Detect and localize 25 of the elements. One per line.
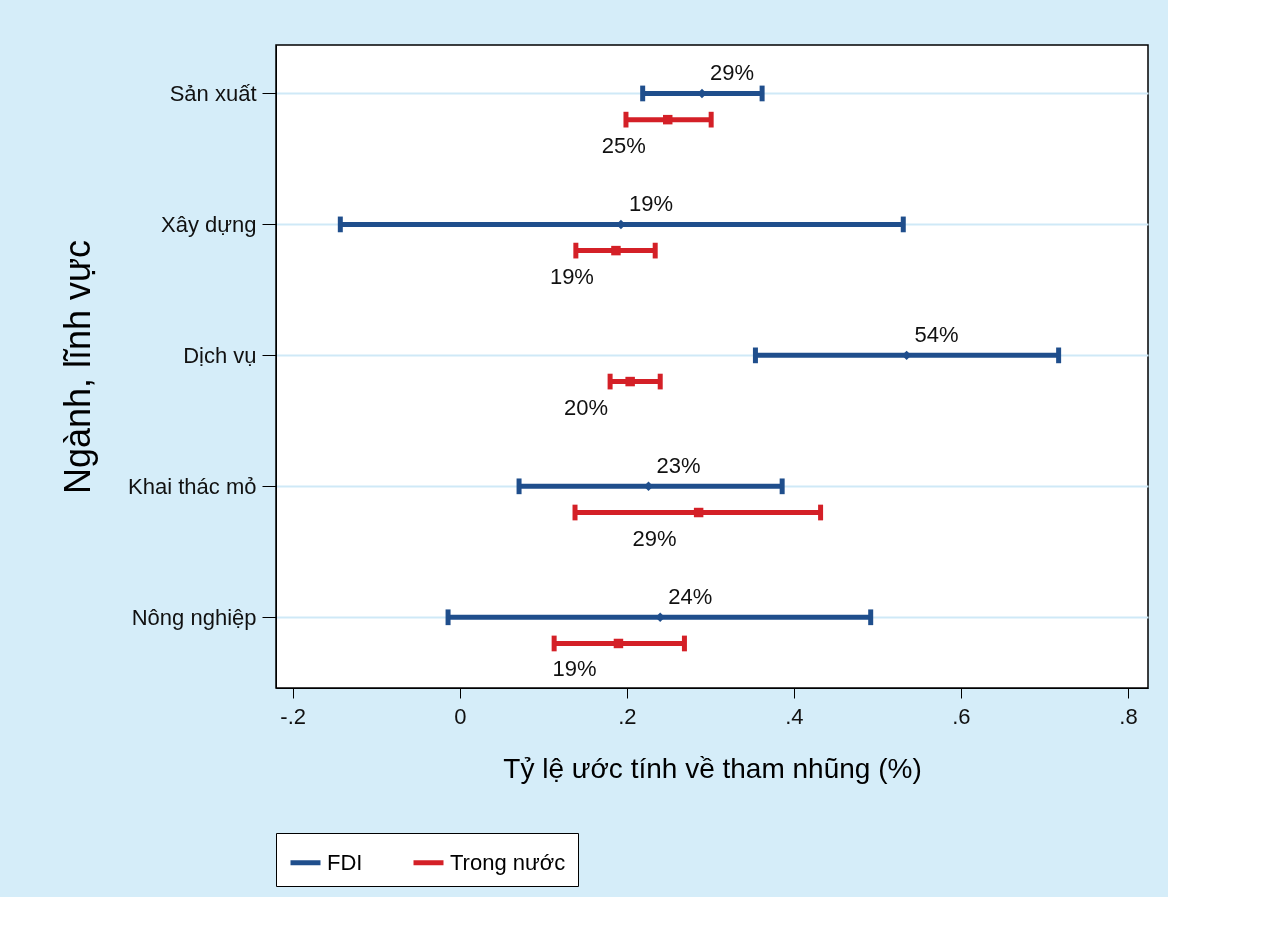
x-tick-label: .8: [1119, 703, 1138, 729]
y-tick-label: Xây dựng: [161, 211, 257, 237]
x-tick-label: .2: [618, 703, 637, 729]
data-label: 54%: [914, 322, 959, 348]
y-tick-label: Sản xuất: [169, 80, 257, 106]
data-label: 23%: [656, 453, 701, 479]
x-tick-label: .4: [785, 703, 804, 729]
legend-label: FDI: [327, 849, 363, 875]
x-axis-title: Tỷ lệ ước tính về tham nhũng (%): [503, 752, 922, 784]
data-label: 29%: [709, 60, 755, 86]
data-label: 19%: [552, 656, 597, 682]
y-axis-title: Ngành, lĩnh vực: [57, 239, 99, 495]
data-label: 19%: [549, 263, 594, 289]
x-tick-label: .6: [952, 703, 971, 729]
data-label: 29%: [632, 525, 677, 551]
data-label: 19%: [628, 191, 673, 217]
data-label: 24%: [668, 584, 713, 610]
legend-label: Trong nước: [450, 849, 566, 875]
data-label: 25%: [601, 132, 646, 158]
y-tick-label: Nông nghiệp: [131, 604, 257, 630]
x-tick-label: 0: [454, 703, 467, 729]
x-tick-label: -.2: [280, 703, 307, 729]
y-tick-label: Khai thác mỏ: [128, 473, 257, 499]
y-tick-label: Dịch vụ: [183, 342, 257, 368]
data-label: 20%: [564, 394, 609, 420]
